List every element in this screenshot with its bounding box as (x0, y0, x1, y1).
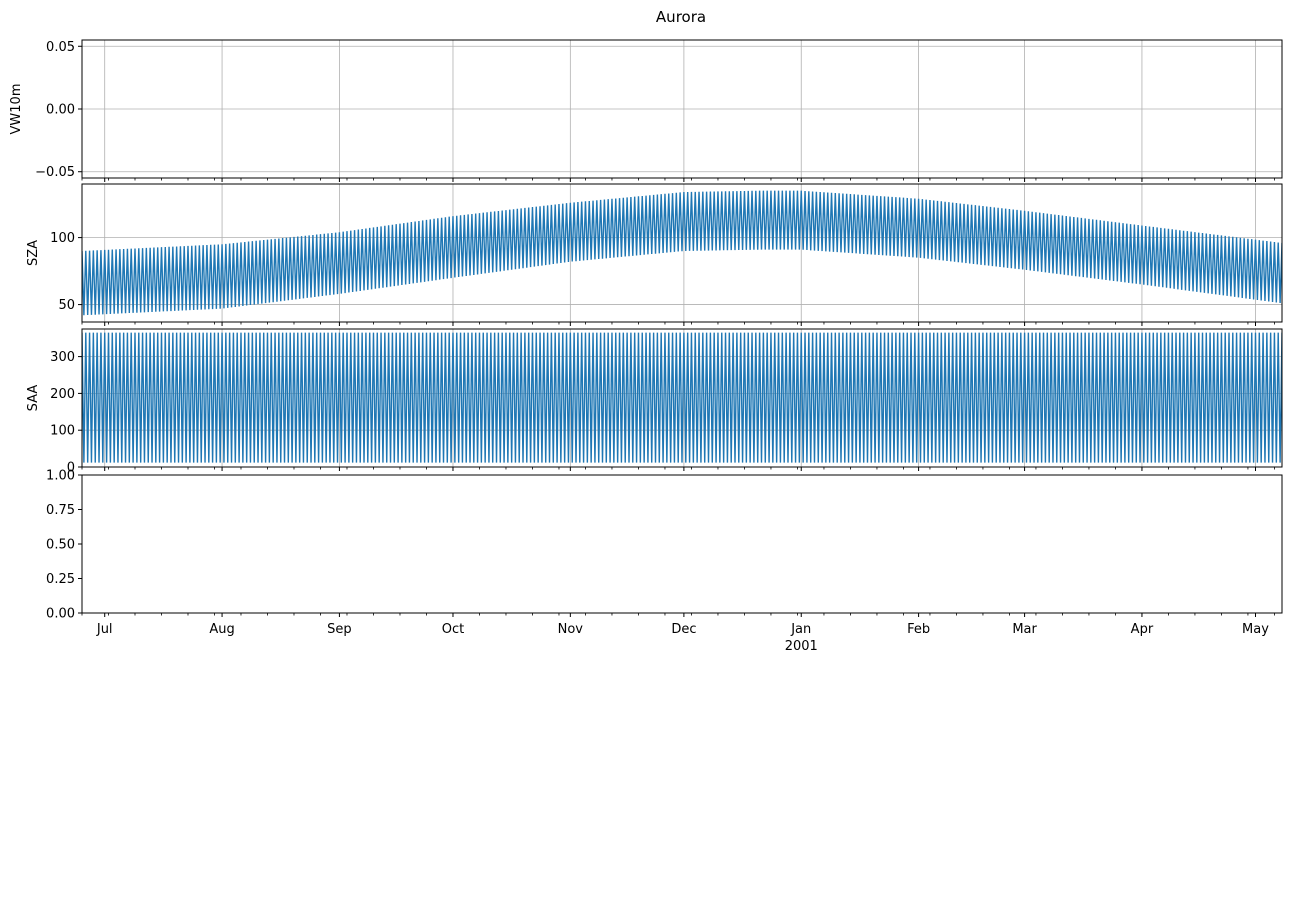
y-axis-label: SAA (26, 385, 41, 412)
y-tick-label: 0.25 (46, 572, 75, 587)
x-tick-label: Feb (907, 622, 930, 637)
y-tick-label: 0.05 (46, 40, 75, 55)
y-tick-label: 50 (58, 298, 75, 313)
x-tick-label: Apr (1131, 622, 1154, 637)
axes-frame (81, 328, 1283, 468)
y-axis-label: VW10m (9, 84, 24, 135)
axes-frame (81, 183, 1283, 323)
y-tick-label: 0.00 (46, 607, 75, 622)
y-tick-label: 100 (50, 424, 75, 439)
chart-title: Aurora (656, 8, 706, 26)
x-tick-label: Jan (790, 622, 811, 637)
x-tick-label: Nov (558, 622, 584, 637)
x-year-label: 2001 (785, 639, 818, 654)
y-tick-label: 0.75 (46, 503, 75, 518)
x-tick-label: Sep (327, 622, 352, 637)
y-tick-label: −0.05 (35, 165, 75, 180)
x-tick-label: Mar (1012, 622, 1037, 637)
x-tick-label: Dec (671, 622, 696, 637)
shared-x-axis: Jul Aug Sep Oct Nov Dec Jan 2001 Feb Mar Apr May (96, 622, 1269, 654)
subplot-3: 0 100 200 300 SAA (26, 328, 1283, 476)
axes-frame (81, 474, 1283, 614)
subplot-2: 50 100 SZA (26, 183, 1283, 326)
x-tick-label: May (1242, 622, 1269, 637)
subplots: −0.050.000.05VW10m50100SZA0100200300SAA0… (9, 39, 1283, 622)
y-tick-label: 0.00 (46, 103, 75, 118)
y-tick-label: 300 (50, 350, 75, 365)
y-tick-label: 200 (50, 387, 75, 402)
x-tick-label: Jul (96, 622, 113, 637)
y-tick-label: 1.00 (46, 469, 75, 484)
subplot-4: 0.00 0.25 0.50 0.75 1.00 (46, 469, 1283, 622)
y-tick-label: 100 (50, 231, 75, 246)
y-axis-label: SZA (26, 240, 41, 266)
x-tick-label: Aug (209, 622, 234, 637)
x-tick-label: Oct (442, 622, 464, 637)
y-tick-label: 0 (67, 461, 75, 476)
y-tick-label: 0.50 (46, 538, 75, 553)
subplot-1: −0.05 0.00 0.05 VW10m (9, 39, 1283, 182)
series-line-3 (82, 332, 1282, 463)
series-line-2 (82, 190, 1282, 316)
